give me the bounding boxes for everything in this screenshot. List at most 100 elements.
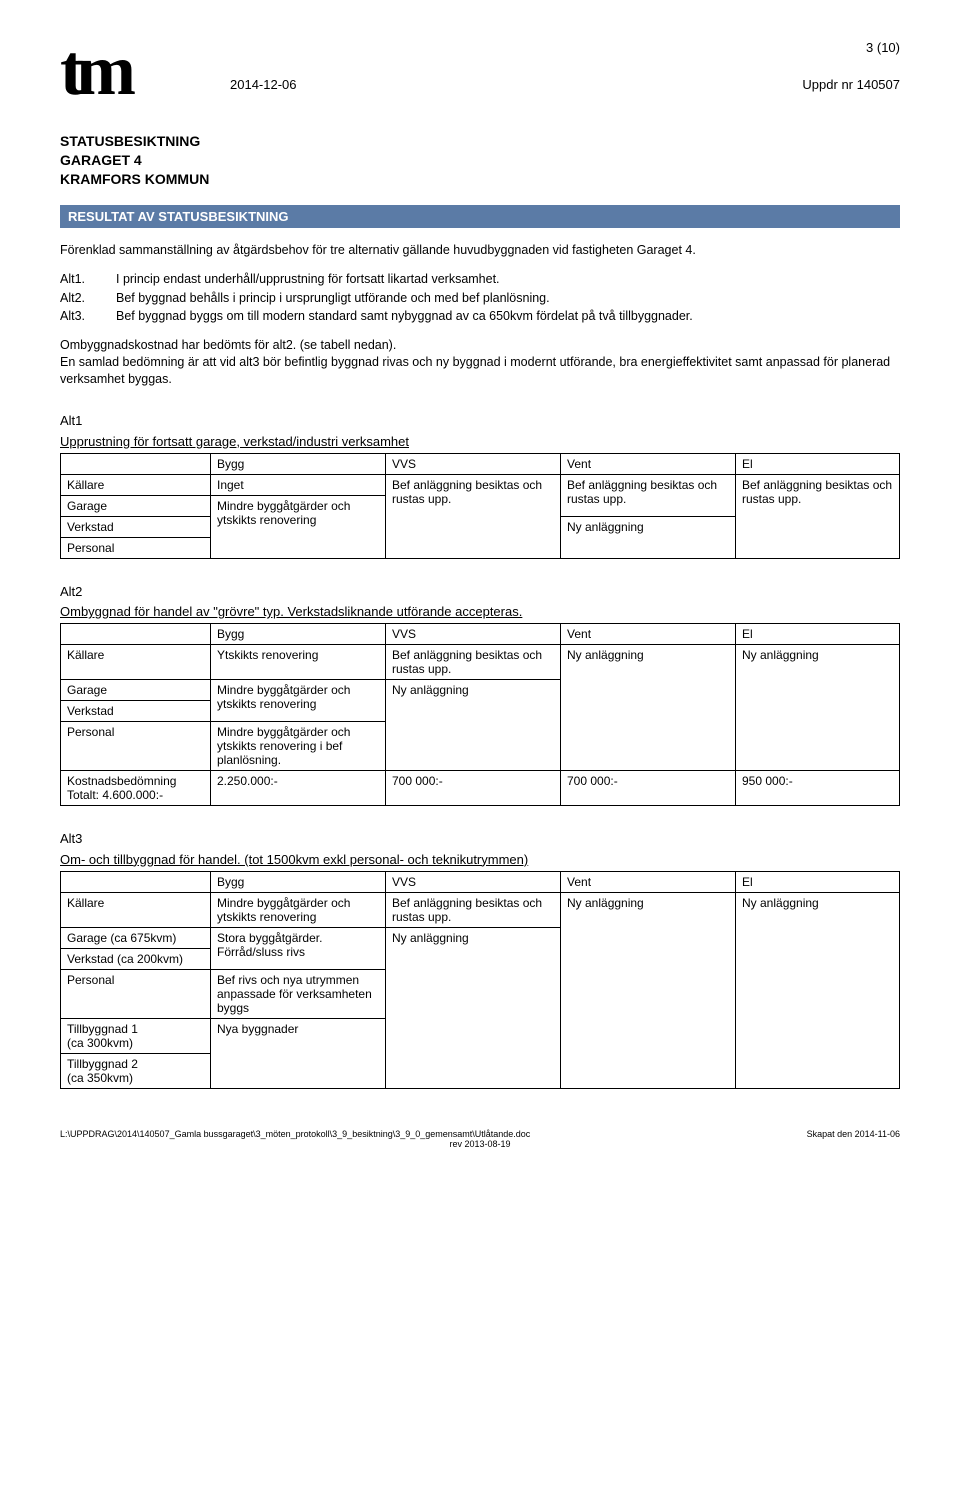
doc-date: 2014-12-06 bbox=[230, 77, 297, 92]
assessment-paragraph: Ombyggnadskostnad har bedömts för alt2. … bbox=[60, 337, 900, 388]
row-label: Källare bbox=[61, 645, 211, 680]
cost-label: Kostnadsbedömning bbox=[67, 774, 176, 788]
table-row: Källare Mindre byggåtgärder och ytskikts… bbox=[61, 892, 900, 927]
row-label: Personal bbox=[61, 969, 211, 1018]
alt1-text: I princip endast underhåll/upprustning f… bbox=[116, 271, 500, 288]
cost-total: Totalt: 4.600.000:- bbox=[67, 788, 163, 802]
table-row: Bygg VVS Vent El bbox=[61, 453, 900, 474]
cell: Mindre byggåtgärder och ytskikts renover… bbox=[211, 722, 386, 771]
extension-label: Tillbyggnad 1 bbox=[67, 1022, 138, 1036]
cell: 700 000:- bbox=[386, 771, 561, 806]
alt1-subheading: Upprustning för fortsatt garage, verksta… bbox=[60, 434, 900, 449]
alt3-subheading: Om- och tillbyggnad för handel. (tot 150… bbox=[60, 852, 900, 867]
cell: 700 000:- bbox=[561, 771, 736, 806]
col-header: Vent bbox=[561, 871, 736, 892]
alt1-table: Bygg VVS Vent El Källare Inget Bef anläg… bbox=[60, 453, 900, 559]
col-header bbox=[61, 453, 211, 474]
cell: Bef anläggning besiktas och rustas upp. bbox=[561, 474, 736, 516]
cell: Inget bbox=[211, 474, 386, 495]
row-label: Verkstad bbox=[61, 701, 211, 722]
row-label: Garage bbox=[61, 495, 211, 516]
cell: Bef anläggning besiktas och rustas upp. bbox=[386, 892, 561, 927]
alt1-label: Alt1. bbox=[60, 271, 116, 288]
alt3-table: Bygg VVS Vent El Källare Mindre byggåtgä… bbox=[60, 871, 900, 1089]
cell: Mindre byggåtgärder och ytskikts renover… bbox=[211, 495, 386, 558]
row-label: Verkstad (ca 200kvm) bbox=[61, 948, 211, 969]
col-header: Bygg bbox=[211, 624, 386, 645]
logo: tm bbox=[60, 40, 128, 101]
assignment-number: Uppdr nr 140507 bbox=[802, 77, 900, 92]
title-line-3: KRAMFORS KOMMUN bbox=[60, 170, 900, 189]
footer-path: L:\UPPDRAG\2014\140507_Gamla bussgaraget… bbox=[60, 1129, 530, 1139]
document-page: tm 3 (10) 2014-12-06 Uppdr nr 140507 STA… bbox=[0, 0, 960, 1169]
alt3-heading: Alt3 bbox=[60, 830, 900, 848]
cell: Ny anläggning bbox=[736, 892, 900, 1088]
table-row: Kostnadsbedömning Totalt: 4.600.000:- 2.… bbox=[61, 771, 900, 806]
cell: Ny anläggning bbox=[736, 645, 900, 771]
table-row: Källare Inget Bef anläggning besiktas oc… bbox=[61, 474, 900, 495]
cell: 950 000:- bbox=[736, 771, 900, 806]
alt1-heading: Alt1 bbox=[60, 412, 900, 430]
cell: Ytskikts renovering bbox=[211, 645, 386, 680]
col-header: VVS bbox=[386, 453, 561, 474]
title-line-1: STATUSBESIKTNING bbox=[60, 132, 900, 151]
page-footer: L:\UPPDRAG\2014\140507_Gamla bussgaraget… bbox=[60, 1129, 900, 1139]
alt3-text: Bef byggnad byggs om till modern standar… bbox=[116, 308, 693, 325]
cell: Bef anläggning besiktas och rustas upp. bbox=[736, 474, 900, 558]
row-label: Tillbyggnad 1 (ca 300kvm) bbox=[61, 1018, 211, 1053]
extension-area: (ca 350kvm) bbox=[67, 1071, 133, 1085]
col-header: VVS bbox=[386, 871, 561, 892]
cell: Mindre byggåtgärder och ytskikts renover… bbox=[211, 680, 386, 722]
alternatives-list: Alt1. I princip endast underhåll/upprust… bbox=[60, 271, 900, 326]
alt2-subheading: Ombyggnad för handel av "grövre" typ. Ve… bbox=[60, 604, 900, 619]
table-row: Bygg VVS Vent El bbox=[61, 871, 900, 892]
cell: 2.250.000:- bbox=[211, 771, 386, 806]
cell: Ny anläggning bbox=[386, 680, 561, 771]
alt3-label: Alt3. bbox=[60, 308, 116, 325]
meta-row: 2014-12-06 Uppdr nr 140507 bbox=[230, 77, 900, 92]
alt2-heading: Alt2 bbox=[60, 583, 900, 601]
row-label: Källare bbox=[61, 474, 211, 495]
col-header: Vent bbox=[561, 453, 736, 474]
col-header: Vent bbox=[561, 624, 736, 645]
cell: Stora byggåtgärder. Förråd/sluss rivs bbox=[211, 927, 386, 969]
alt2-table: Bygg VVS Vent El Källare Ytskikts renove… bbox=[60, 623, 900, 806]
footer-rev: rev 2013-08-19 bbox=[60, 1139, 900, 1149]
alt2-label: Alt2. bbox=[60, 290, 116, 307]
row-label: Tillbyggnad 2 (ca 350kvm) bbox=[61, 1053, 211, 1088]
cell: Bef anläggning besiktas och rustas upp. bbox=[386, 645, 561, 680]
cell: Bef rivs och nya utrymmen anpassade för … bbox=[211, 969, 386, 1018]
row-label: Personal bbox=[61, 722, 211, 771]
extension-label: Tillbyggnad 2 bbox=[67, 1057, 138, 1071]
table-row: Källare Ytskikts renovering Bef anläggni… bbox=[61, 645, 900, 680]
col-header bbox=[61, 871, 211, 892]
cell: Ny anläggning bbox=[386, 927, 561, 1088]
col-header: El bbox=[736, 453, 900, 474]
cell: Bef anläggning besiktas och rustas upp. bbox=[386, 474, 561, 558]
col-header: VVS bbox=[386, 624, 561, 645]
cell: Ny anläggning bbox=[561, 645, 736, 771]
row-label: Verkstad bbox=[61, 516, 211, 537]
section-heading-bar: RESULTAT AV STATUSBESIKTNING bbox=[60, 205, 900, 228]
col-header: Bygg bbox=[211, 453, 386, 474]
row-label: Personal bbox=[61, 537, 211, 558]
row-label: Garage (ca 675kvm) bbox=[61, 927, 211, 948]
intro-text: Förenklad sammanställning av åtgärdsbeho… bbox=[60, 242, 900, 259]
col-header: El bbox=[736, 871, 900, 892]
col-header: El bbox=[736, 624, 900, 645]
row-label: Kostnadsbedömning Totalt: 4.600.000:- bbox=[61, 771, 211, 806]
extension-area: (ca 300kvm) bbox=[67, 1036, 133, 1050]
title-line-2: GARAGET 4 bbox=[60, 151, 900, 170]
cell: Ny anläggning bbox=[561, 892, 736, 1088]
footer-created: Skapat den 2014-11-06 bbox=[807, 1129, 900, 1139]
cell: Nya byggnader bbox=[211, 1018, 386, 1088]
table-row: Bygg VVS Vent El bbox=[61, 624, 900, 645]
row-label: Källare bbox=[61, 892, 211, 927]
row-label: Garage bbox=[61, 680, 211, 701]
cell: Ny anläggning bbox=[561, 516, 736, 558]
page-number: 3 (10) bbox=[866, 40, 900, 55]
title-block: STATUSBESIKTNING GARAGET 4 KRAMFORS KOMM… bbox=[60, 132, 900, 189]
col-header bbox=[61, 624, 211, 645]
cell: Mindre byggåtgärder och ytskikts renover… bbox=[211, 892, 386, 927]
alt2-text: Bef byggnad behålls i princip i ursprung… bbox=[116, 290, 550, 307]
